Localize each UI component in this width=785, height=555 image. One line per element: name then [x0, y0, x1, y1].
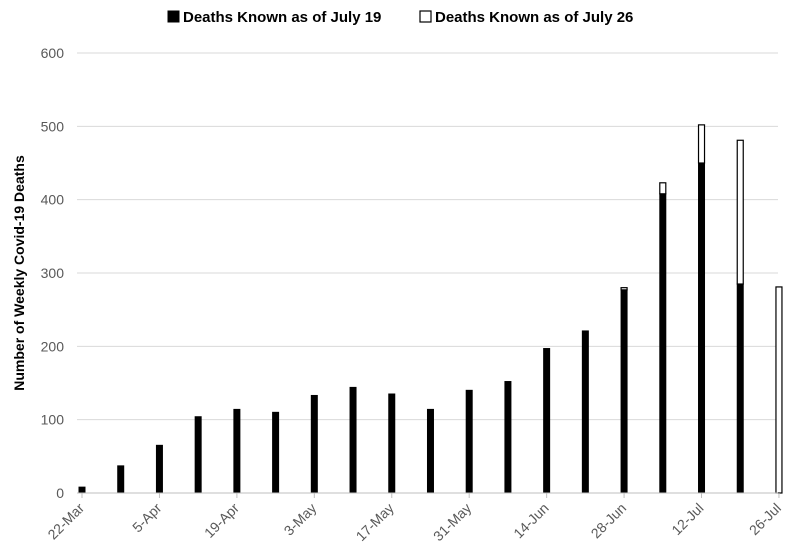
- x-tick-label-3-May: 3-May: [281, 500, 320, 539]
- bar-july26-5-Jul: [659, 182, 667, 195]
- bar-july26-12-Jul: [697, 124, 706, 164]
- y-axis-ticks: 0 100 200 300 400 500 600: [41, 45, 65, 501]
- x-tick-label-19-Apr: 19-Apr: [201, 500, 242, 541]
- bar-july19-21-Jun: [581, 330, 589, 494]
- bar-july26-26-Jul: [775, 286, 783, 494]
- bar-july26-28-Jun: [620, 287, 628, 291]
- y-axis-label: Number of Weekly Covid-19 Deaths: [11, 155, 27, 391]
- x-tick-label-17-May: 17-May: [353, 500, 397, 544]
- x-axis-ticks: 22-Mar 5-Apr 19-Apr 3-May 17-May 31-May 14-Jun…: [44, 493, 784, 544]
- x-tick-label-14-Jun: 14-Jun: [510, 500, 552, 542]
- bar-july19-24-May: [426, 408, 434, 494]
- bar-july19-26-Apr: [272, 411, 280, 494]
- x-tick-label-26-Jul: 26-Jul: [746, 500, 784, 538]
- x-tick-label-5-Apr: 5-Apr: [129, 500, 165, 536]
- legend-swatch-july-26: [419, 10, 432, 23]
- bar-july19-22-Mar: [78, 486, 86, 494]
- y-tick-label-500: 500: [41, 118, 65, 134]
- x-tick-label-12-Jul: 12-Jul: [668, 500, 706, 538]
- bar-july19-31-May: [465, 389, 473, 494]
- bar-july19-14-Jun: [543, 348, 551, 494]
- y-tick-label-200: 200: [41, 338, 65, 354]
- x-tick-label-22-Mar: 22-Mar: [44, 500, 87, 543]
- y-tick-label-400: 400: [41, 192, 65, 208]
- bar-july19-19-Jul: [736, 283, 744, 494]
- bar-july19-28-Jun: [620, 289, 628, 494]
- y-tick-label-600: 600: [41, 45, 65, 61]
- legend-label-july-19: Deaths Known as of July 19: [183, 9, 381, 26]
- bar-july19-7-Jun: [504, 381, 512, 494]
- bar-july19-5-Jul: [659, 193, 667, 494]
- legend: Deaths Known as of July 19 Deaths Known …: [167, 9, 633, 26]
- legend-label-july-26: Deaths Known as of July 26: [435, 9, 633, 26]
- legend-swatch-july-19: [167, 10, 180, 23]
- bar-july26-19-Jul: [736, 139, 744, 285]
- bar-july19-12-Apr: [194, 416, 202, 494]
- x-tick-label-31-May: 31-May: [430, 500, 474, 544]
- gridlines: [77, 52, 778, 421]
- bar-july19-12-Jul: [698, 162, 706, 494]
- y-tick-label-300: 300: [41, 265, 65, 281]
- bars: [78, 124, 783, 494]
- bar-july19-29-Mar: [117, 465, 125, 494]
- y-tick-label-0: 0: [56, 485, 64, 501]
- bar-july19-5-Apr: [155, 444, 163, 494]
- y-tick-label-100: 100: [41, 412, 65, 428]
- bar-july19-17-May: [388, 393, 396, 494]
- bar-july19-3-May: [310, 394, 318, 494]
- bar-july19-10-May: [349, 386, 357, 494]
- x-tick-label-28-Jun: 28-Jun: [588, 500, 630, 542]
- bar-july19-19-Apr: [233, 408, 241, 494]
